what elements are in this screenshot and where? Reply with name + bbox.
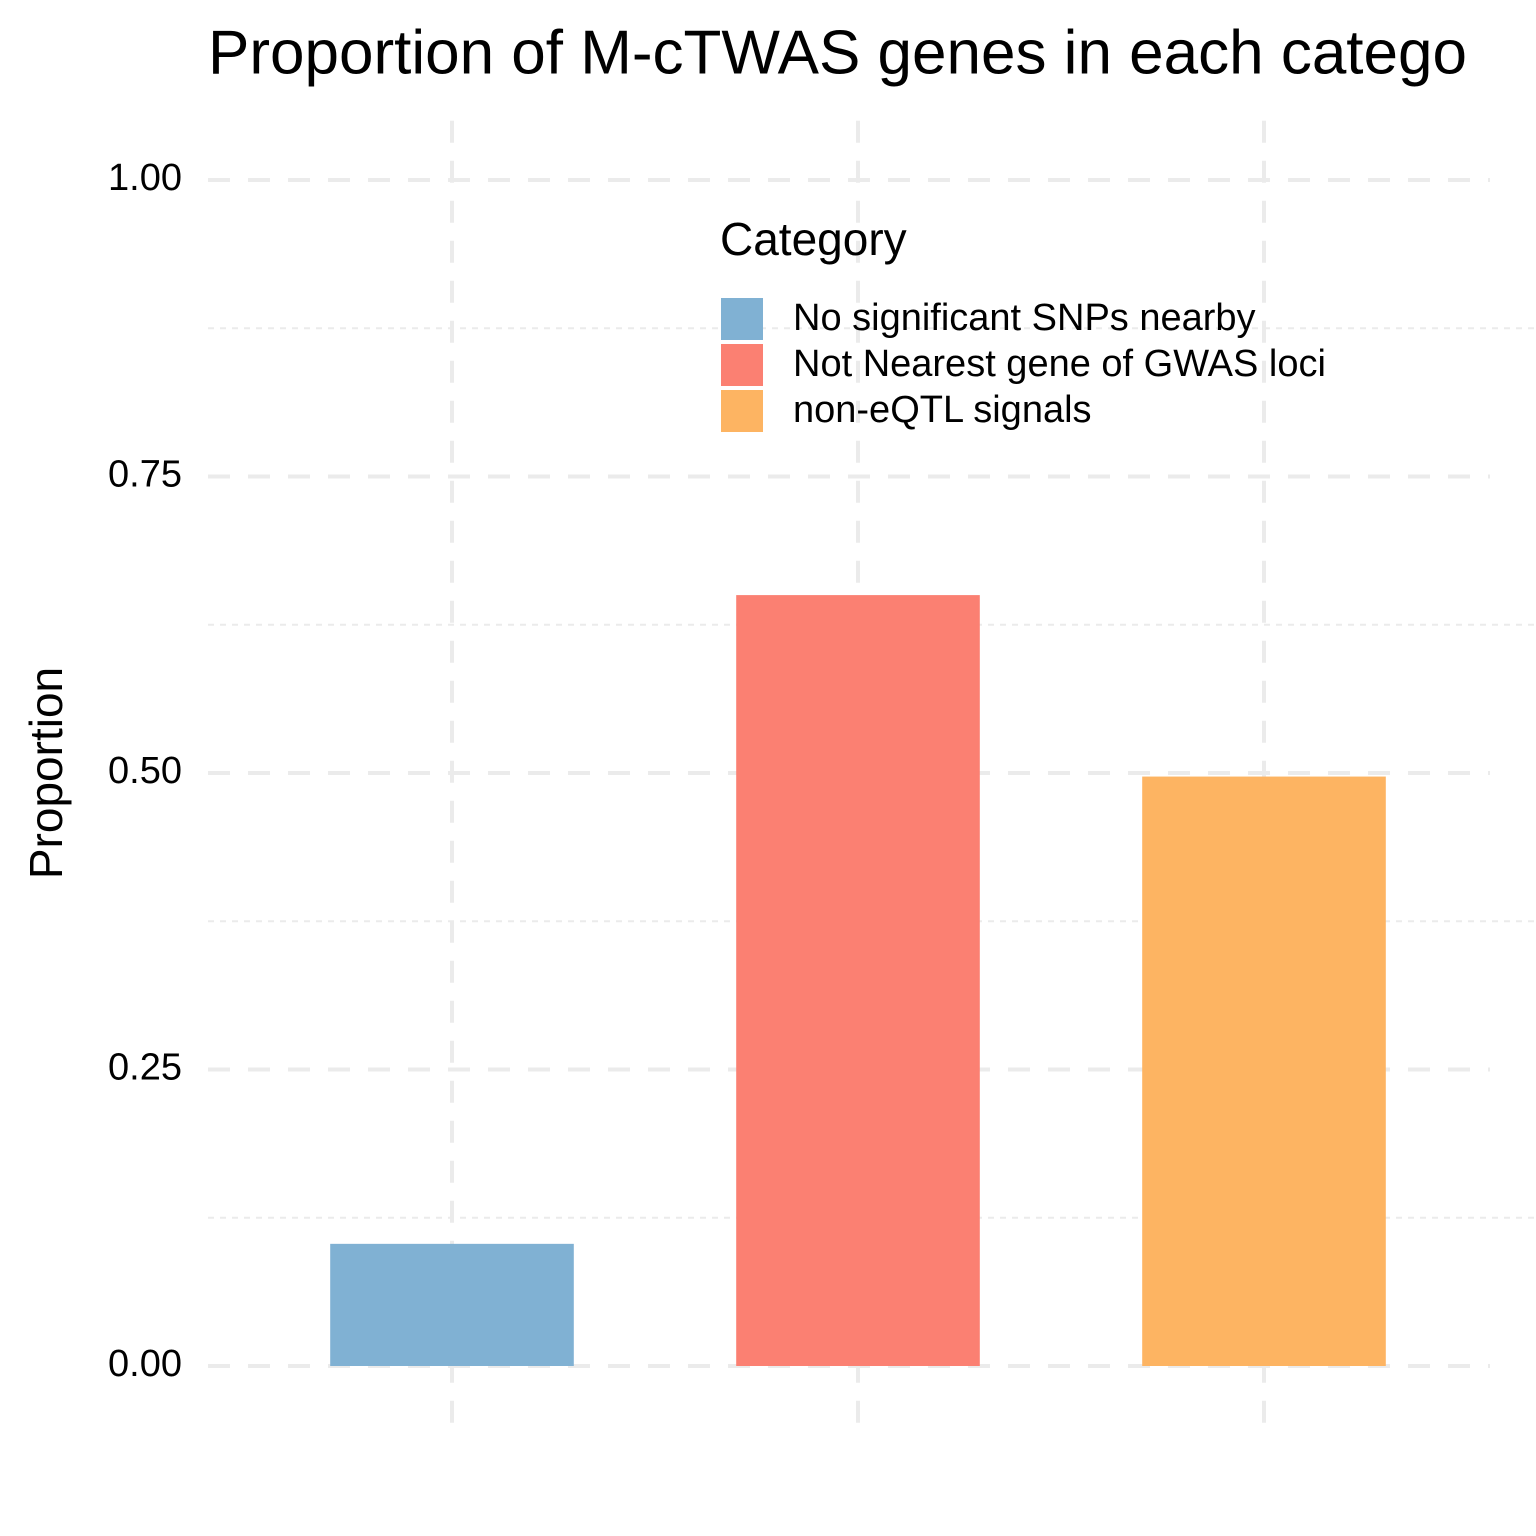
- y-tick-label: 0.75: [108, 454, 182, 496]
- y-tick-label: 0.25: [108, 1047, 182, 1089]
- bar: [330, 1243, 574, 1366]
- chart-title: Proportion of M-cTWAS genes in each cate…: [208, 18, 1467, 87]
- legend-label: No significant SNPs nearby: [793, 297, 1256, 339]
- legend-label: Not Nearest gene of GWAS loci: [793, 343, 1326, 385]
- legend-key: [721, 390, 763, 432]
- y-axis-label: Proportion: [20, 667, 72, 879]
- y-tick-label: 0.00: [108, 1343, 182, 1385]
- legend-label: non-eQTL signals: [793, 389, 1092, 431]
- legend-title: Category: [720, 213, 907, 265]
- bar: [1142, 776, 1386, 1366]
- legend-key: [721, 298, 763, 340]
- legend-key: [721, 344, 763, 386]
- y-tick-label: 0.50: [108, 750, 182, 792]
- bar: [736, 595, 980, 1366]
- y-tick-label: 1.00: [108, 157, 182, 199]
